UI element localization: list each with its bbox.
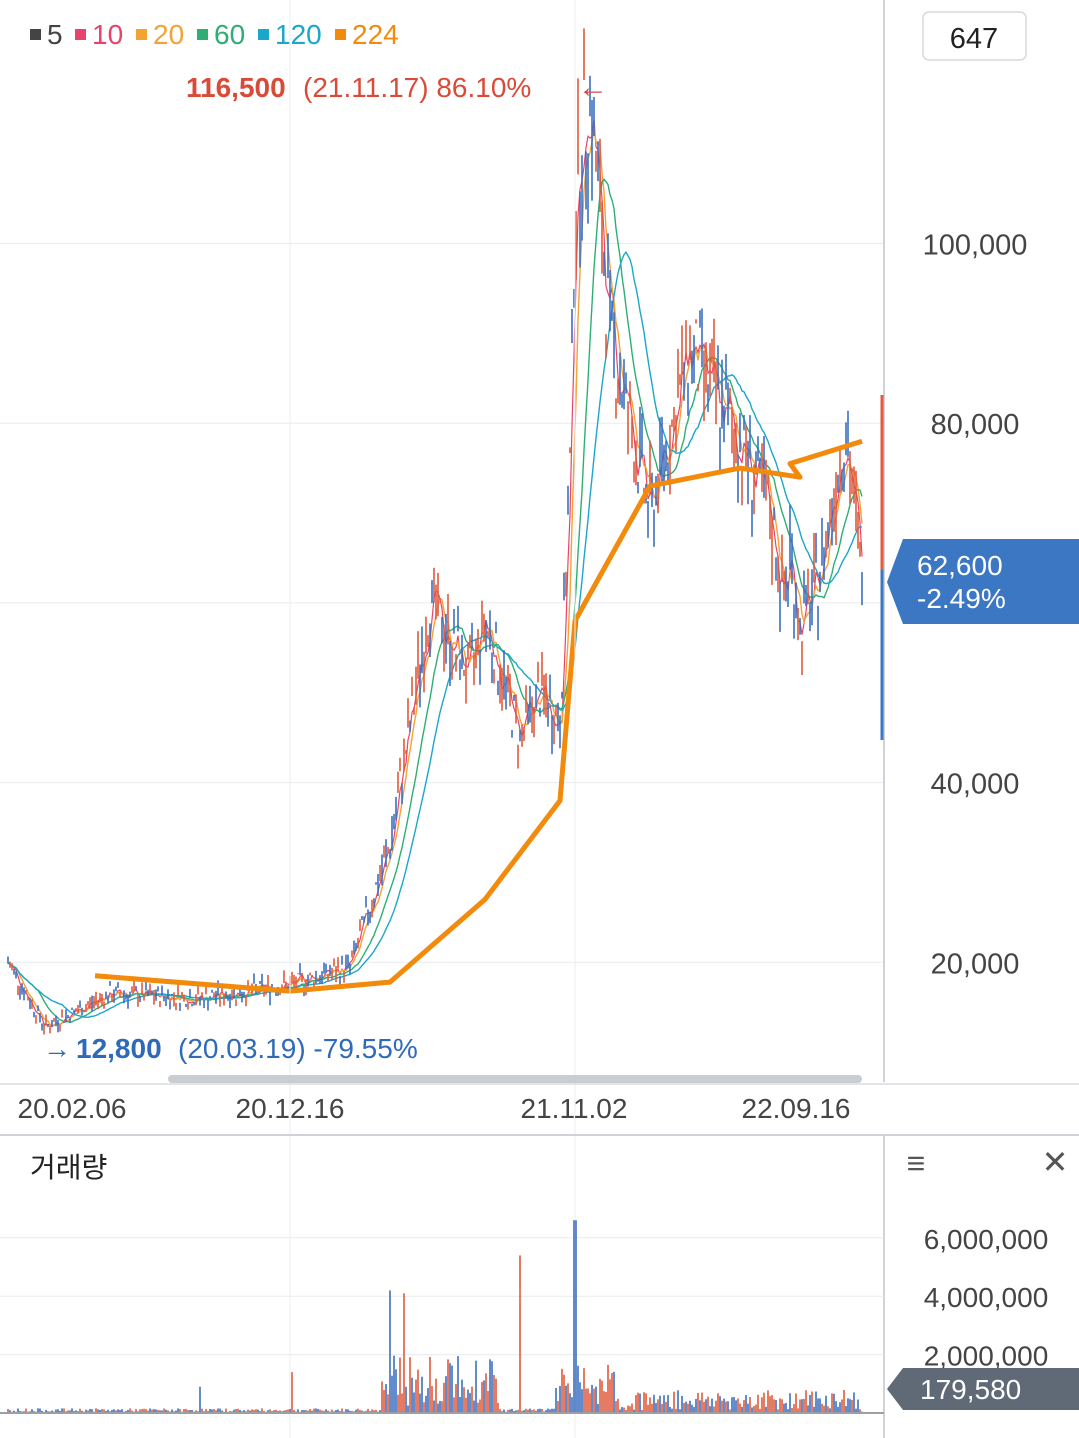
date-axis-labels: 20.02.06 20.12.16 21.11.02 22.09.16 bbox=[18, 1093, 851, 1124]
legend-swatch bbox=[258, 29, 269, 40]
legend-label: 5 bbox=[47, 19, 63, 50]
volume-gridlines bbox=[0, 1237, 884, 1356]
price-badge-value: 62,600 bbox=[917, 550, 1003, 581]
volume-tick-label: 4,000,000 bbox=[924, 1282, 1049, 1313]
legend-swatch bbox=[75, 29, 86, 40]
legend-label: 120 bbox=[275, 19, 322, 50]
current-price-badge: 62,600 -2.49% bbox=[887, 539, 1079, 624]
volume-bars bbox=[7, 1220, 863, 1413]
counter-value: 647 bbox=[950, 23, 998, 55]
legend-swatch bbox=[30, 29, 41, 40]
ma-120-line bbox=[7, 250, 863, 1019]
horizontal-scrollbar[interactable] bbox=[168, 1075, 862, 1083]
legend: 5 10 20 60 120 224 bbox=[30, 19, 399, 50]
low-detail: (20.03.19) -79.55% bbox=[178, 1033, 418, 1064]
volume-panel-title: 거래량 bbox=[30, 1152, 107, 1183]
date-tick-label: 20.02.06 bbox=[18, 1093, 127, 1124]
price-badge-shape bbox=[887, 539, 1079, 624]
ma-10-line bbox=[7, 119, 863, 1028]
ma-224-path bbox=[94, 438, 863, 994]
volume-axis-labels: 2,000,000 4,000,000 6,000,000 bbox=[924, 1224, 1049, 1372]
legend-swatch bbox=[136, 29, 147, 40]
legend-label: 60 bbox=[214, 19, 245, 50]
close-icon[interactable]: ✕ bbox=[1042, 1144, 1069, 1180]
counter-box[interactable]: 647 bbox=[922, 11, 1027, 61]
low-annotation: → 12,800 (20.03.19) -79.55% bbox=[43, 1033, 418, 1064]
price-tick-label: 80,000 bbox=[931, 409, 1020, 441]
ma-60-line bbox=[7, 178, 863, 1024]
price-candles bbox=[7, 28, 863, 1035]
moving-average-lines bbox=[7, 119, 863, 1028]
volume-badge-value: 179,580 bbox=[920, 1374, 1021, 1405]
high-detail: (21.11.17) 86.10% bbox=[303, 72, 531, 103]
date-tick-label: 21.11.02 bbox=[521, 1093, 628, 1124]
volume-badge-shape bbox=[887, 1368, 1079, 1410]
counter-box-border bbox=[922, 11, 1027, 61]
menu-icon[interactable]: ≡ bbox=[907, 1145, 926, 1181]
low-arrow: → bbox=[43, 1033, 71, 1064]
price-tick-label: 20,000 bbox=[931, 948, 1020, 980]
volume-tick-label: 6,000,000 bbox=[924, 1224, 1049, 1255]
date-tick-label: 22.09.16 bbox=[742, 1093, 851, 1124]
high-arrow: ← bbox=[578, 71, 608, 104]
legend-label: 10 bbox=[92, 19, 123, 50]
legend-swatch bbox=[335, 29, 346, 40]
low-price: 12,800 bbox=[76, 1033, 162, 1064]
legend-label: 20 bbox=[153, 19, 184, 50]
date-tick-label: 20.12.16 bbox=[236, 1093, 345, 1124]
legend-swatch bbox=[197, 29, 208, 40]
high-price: 116,500 bbox=[186, 72, 286, 103]
high-annotation: 116,500 (21.11.17) 86.10% ← bbox=[186, 71, 608, 104]
price-tick-label: 100,000 bbox=[923, 230, 1028, 262]
volume-tick-label: 2,000,000 bbox=[924, 1341, 1049, 1372]
legend-label: 224 bbox=[352, 19, 399, 50]
current-volume-badge: 179,580 bbox=[887, 1368, 1079, 1410]
price-tick-label: 40,000 bbox=[931, 769, 1020, 801]
ma-20-line bbox=[7, 127, 863, 1027]
price-badge-change: -2.49% bbox=[917, 583, 1006, 614]
ma-224-line bbox=[94, 438, 863, 994]
